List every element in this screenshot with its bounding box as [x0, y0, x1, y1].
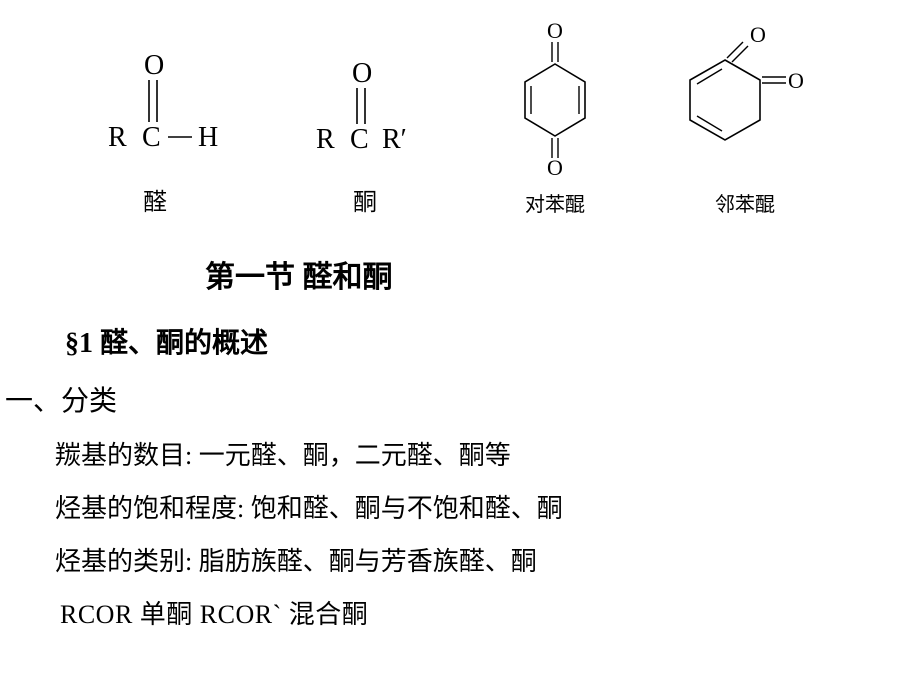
- pquinone-O-top: O: [547, 20, 563, 43]
- aldehyde-label: 醛: [143, 182, 167, 217]
- structure-aldehyde: O R C H 醛: [80, 44, 230, 217]
- structure-pquinone: O O 对苯醌: [490, 20, 620, 217]
- line-saturation: 烃基的饱和程度: 饱和醛、酮与不饱和醛、酮: [55, 488, 920, 525]
- structure-ketone: O R C R′ 酮: [290, 44, 440, 217]
- pquinone-svg: O O: [490, 20, 620, 180]
- structures-row: O R C H 醛 O R C R′ 酮 O: [0, 0, 920, 217]
- oquinone-label: 邻苯醌: [715, 188, 775, 217]
- line-ketone-types: RCOR 单酮 RCOR` 混合酮: [60, 594, 920, 631]
- aldehyde-H: H: [198, 122, 218, 153]
- line-hydrocarbon-type: 烃基的类别: 脂肪族醛、酮与芳香族醛、酮: [55, 541, 920, 578]
- oquinone-O-right: O: [788, 68, 804, 93]
- ketone-svg: O R C R′: [290, 44, 440, 174]
- ketone-O: O: [352, 58, 372, 89]
- aldehyde-svg: O R C H: [80, 44, 230, 174]
- pquinone-O-bot: O: [547, 155, 563, 180]
- subsection-title: §1 醛、酮的概述: [65, 321, 920, 361]
- oquinone-O-top: O: [750, 22, 766, 47]
- heading-classification: 一、分类: [5, 379, 920, 419]
- pquinone-label: 对苯醌: [525, 188, 585, 217]
- oquinone-svg: O O: [660, 20, 830, 180]
- aldehyde-C: C: [142, 122, 161, 153]
- section-title: 第一节 醛和酮: [205, 252, 920, 296]
- ketone-R: R: [316, 124, 335, 155]
- ketone-Rp: R′: [382, 124, 407, 155]
- structure-oquinone: O O 邻苯醌: [660, 20, 830, 217]
- ketone-C: C: [350, 124, 369, 155]
- line-carbonyl-count: 羰基的数目: 一元醛、酮，二元醛、酮等: [55, 435, 920, 472]
- ketone-label: 酮: [353, 182, 377, 217]
- aldehyde-O: O: [144, 50, 164, 81]
- aldehyde-R: R: [108, 122, 127, 153]
